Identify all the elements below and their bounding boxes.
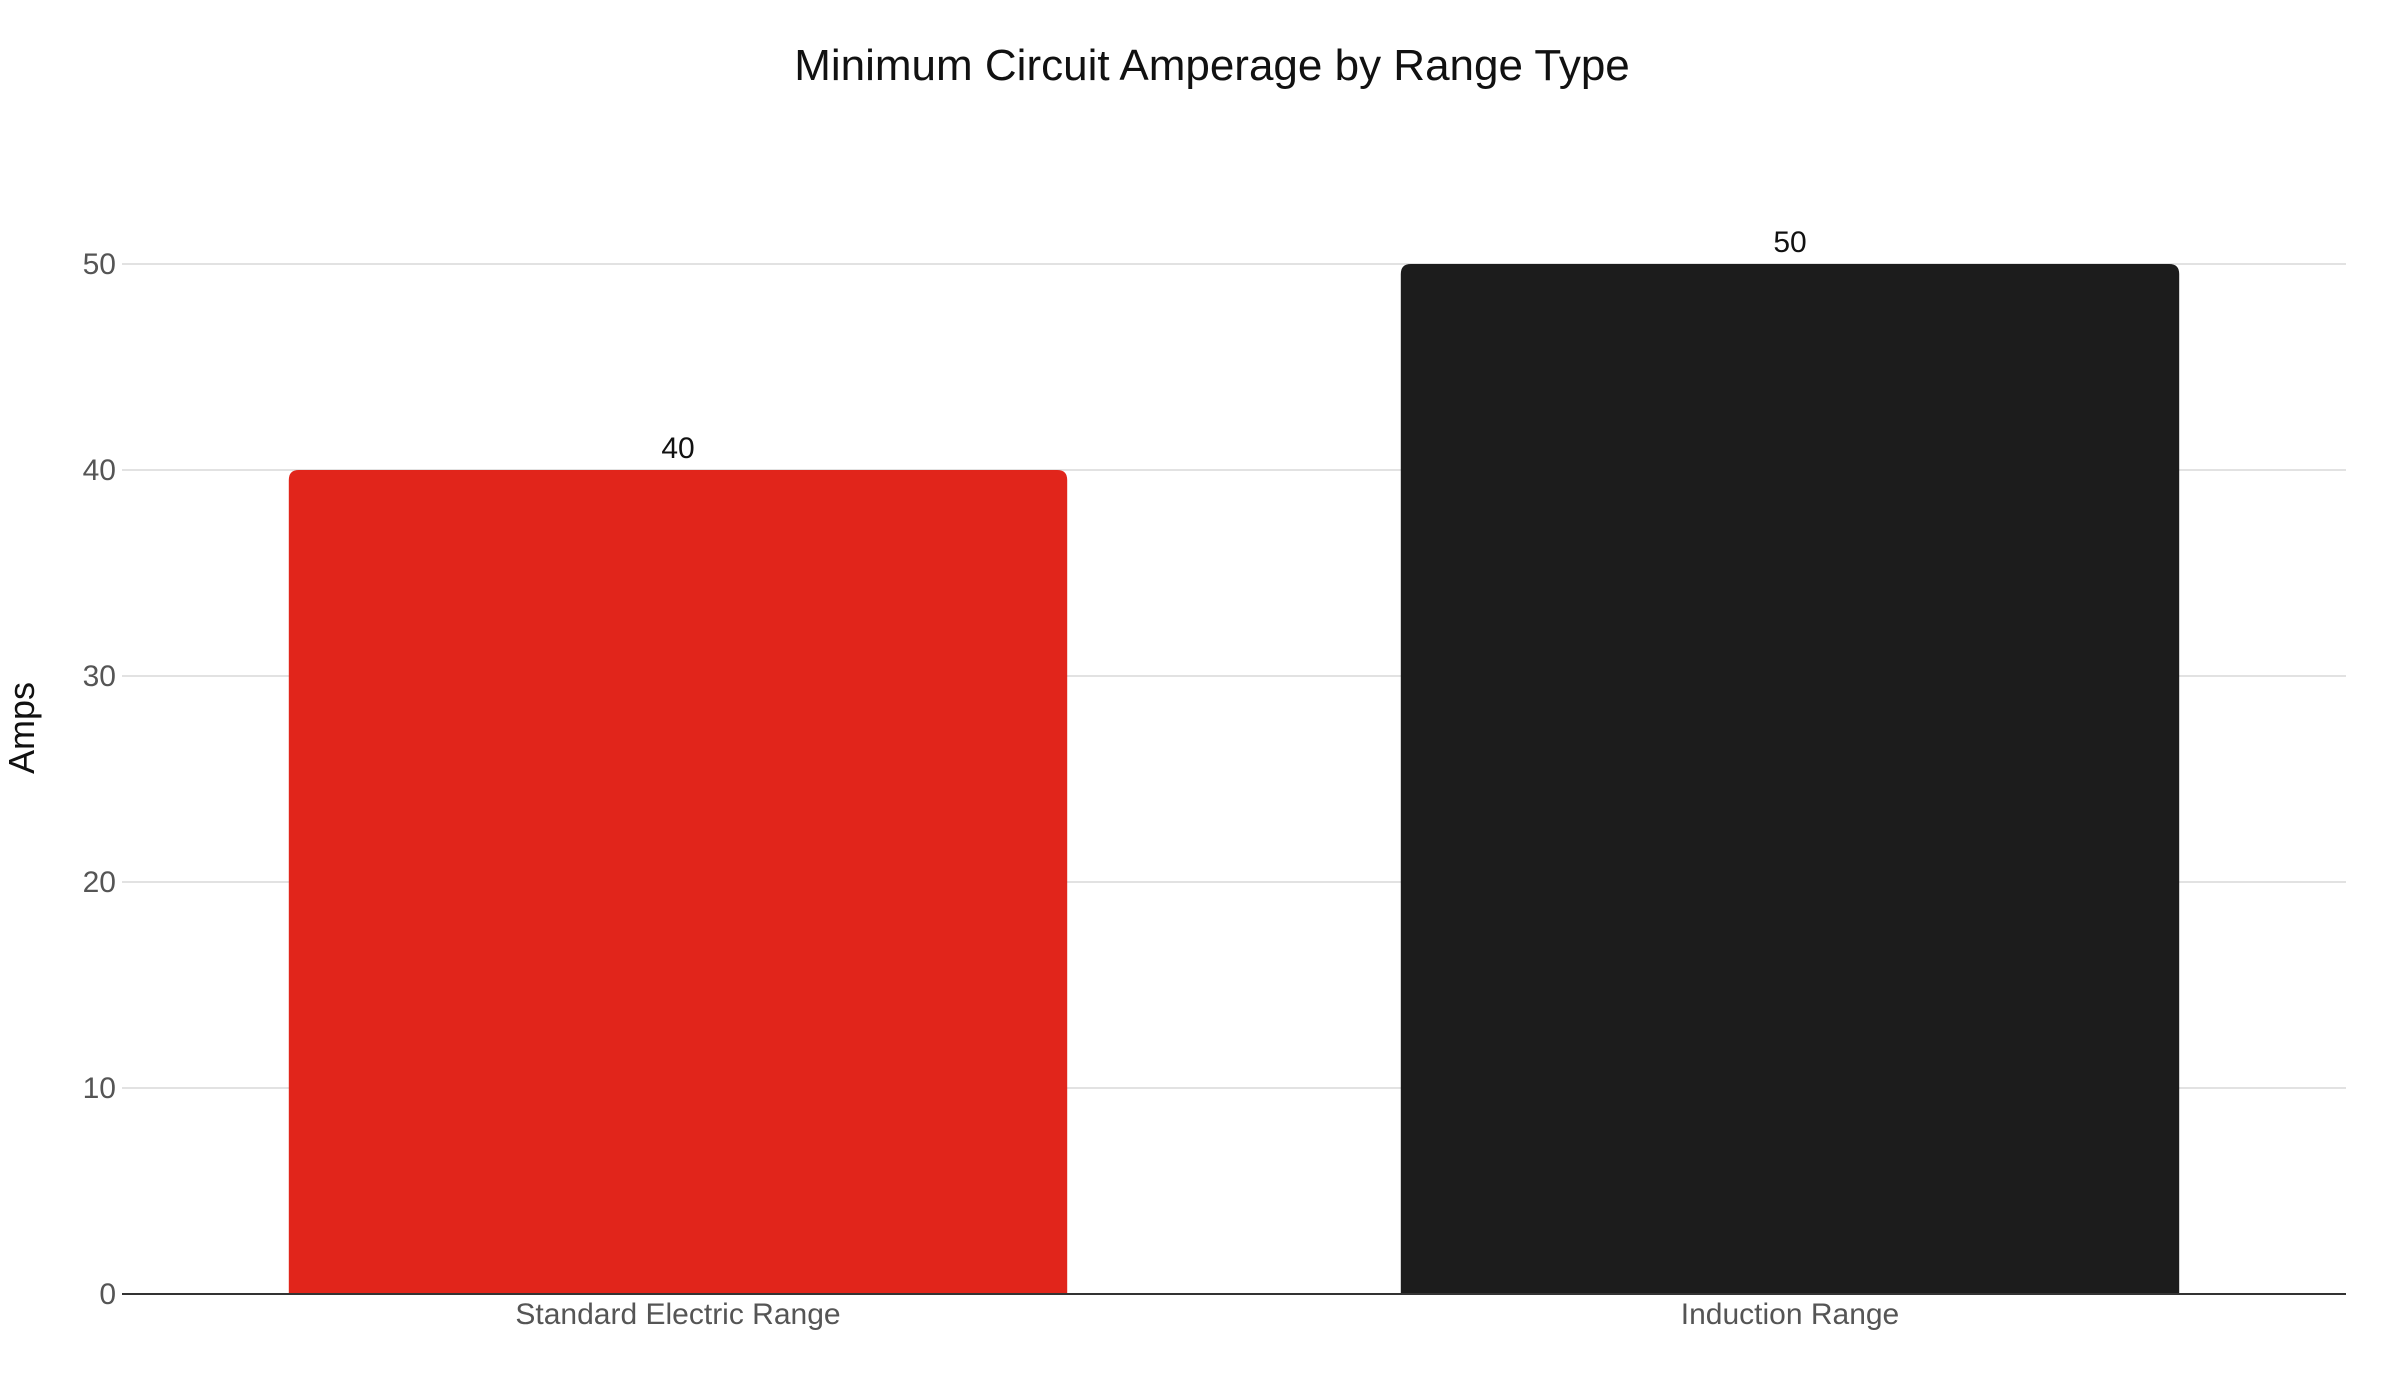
chart-title: Minimum Circuit Amperage by Range Type [794, 41, 1630, 90]
x-tick-label: Induction Range [1681, 1298, 1900, 1331]
y-tick-label: 0 [99, 1278, 116, 1311]
y-tick-label: 40 [83, 454, 116, 487]
bar-2 [1400, 264, 2180, 1294]
x-tick-label: Standard Electric Range [515, 1298, 840, 1331]
y-axis-title: Amps [1, 682, 42, 774]
bars: 40 50 [288, 226, 2180, 1294]
y-axis-ticks: 0 10 20 30 40 50 [83, 248, 116, 1311]
y-tick-label: 30 [83, 660, 116, 693]
y-tick-label: 20 [83, 866, 116, 899]
x-axis-ticks: Standard Electric Range Induction Range [515, 1298, 1899, 1331]
y-tick-label: 10 [83, 1072, 116, 1105]
bar-data-label: 40 [661, 432, 694, 465]
bar-1 [288, 470, 1068, 1294]
bar-data-label: 50 [1773, 226, 1806, 259]
y-tick-label: 50 [83, 248, 116, 281]
